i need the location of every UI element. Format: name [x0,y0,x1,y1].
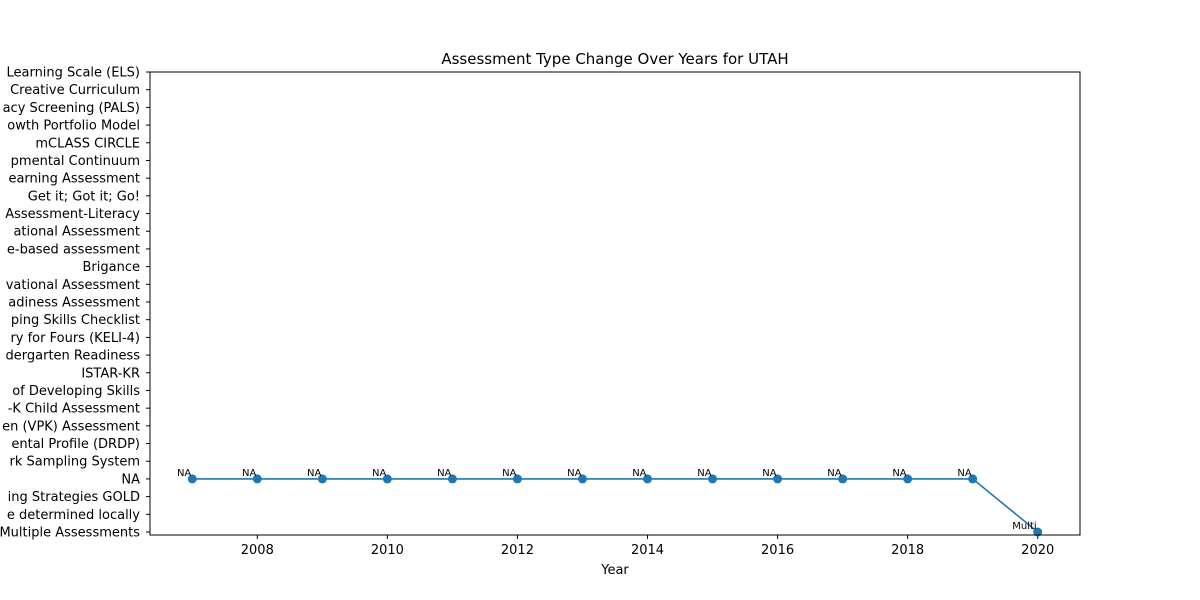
y-tick-label: ing Strategies GOLD [8,490,140,505]
y-tick-label: ISTAR-KR [81,366,140,381]
x-tick-label: 2012 [501,543,534,558]
data-label: NA [372,468,386,479]
data-point [317,474,327,484]
plot-frame [149,71,1081,536]
y-tick-label: rk Sampling System [10,455,140,470]
x-axis-ticks: 2008 2010 2012 2014 2016 2018 2020 [241,535,1054,558]
y-tick-label: Learning Scale (ELS) [6,66,140,81]
x-tick-label: 2020 [1021,543,1054,558]
data-point [382,474,392,484]
series-line [192,478,1039,533]
y-tick-label: owth Portfolio Model [7,119,140,134]
chart-title: Assessment Type Change Over Years for UT… [441,50,788,68]
data-label: NA [827,468,841,479]
data-point [773,474,783,484]
y-tick-label: acy Screening (PALS) [3,101,140,116]
y-tick-label: Multiple Assessments [0,526,140,541]
y-tick-label: e determined locally [7,508,140,523]
data-point [1033,527,1043,537]
y-tick-label: en (VPK) Assessment [2,419,140,434]
y-tick-label: Brigance [83,260,140,275]
y-tick-label: vational Assessment [6,278,140,293]
data-point [577,474,587,484]
x-tick-label: 2008 [241,543,274,558]
data-label: NA [307,468,321,479]
data-label: NA [892,468,906,479]
y-tick-label: ational Assessment [13,225,140,240]
y-tick-label: Creative Curriculum [10,83,140,98]
y-tick-label: -K Child Assessment [8,402,140,417]
data-label: NA [177,468,191,479]
data-label: NA [567,468,581,479]
y-tick-label: dergarten Readiness [6,349,141,364]
x-tick-label: 2010 [371,543,404,558]
data-point [512,474,522,484]
x-axis-label: Year [600,563,629,578]
y-tick-label: earning Assessment [8,172,140,187]
data-label: NA [762,468,776,479]
data-point [708,474,718,484]
y-tick-label: ping Skills Checklist [11,313,140,328]
y-tick-label: adiness Assessment [8,296,140,311]
data-label: NA [437,468,451,479]
data-label: NA [502,468,516,479]
y-tick-label: ry for Fours (KELI-4) [10,331,140,346]
y-tick-label: mCLASS CIRCLE [35,136,140,151]
series-layer: NA NA NA NA NA NA NA NA NA NA NA NA NA Multi [177,468,1043,537]
data-point [838,474,848,484]
data-label: NA [242,468,256,479]
y-axis-ticks: Multiple Assessments e determined locally… [0,66,150,541]
data-point [903,474,913,484]
data-point [447,474,457,484]
x-tick-label: 2016 [761,543,794,558]
y-tick-label: pmental Continuum [11,154,140,169]
data-label: NA [957,468,971,479]
x-tick-label: 2014 [631,543,664,558]
data-point [968,474,978,484]
x-tick-label: 2018 [891,543,924,558]
data-label: Multi [1012,521,1036,532]
y-tick-label: NA [121,472,140,487]
data-point [643,474,653,484]
y-tick-label: ental Profile (DRDP) [11,437,140,452]
y-tick-label: Get it; Got it; Go! [28,189,140,204]
data-point [252,474,262,484]
y-tick-label: e-based assessment [7,242,140,257]
y-tick-label: of Developing Skills [12,384,140,399]
data-label: NA [632,468,646,479]
y-tick-label: Assessment-Literacy [5,207,140,222]
data-label: NA [697,468,711,479]
data-point [187,474,197,484]
